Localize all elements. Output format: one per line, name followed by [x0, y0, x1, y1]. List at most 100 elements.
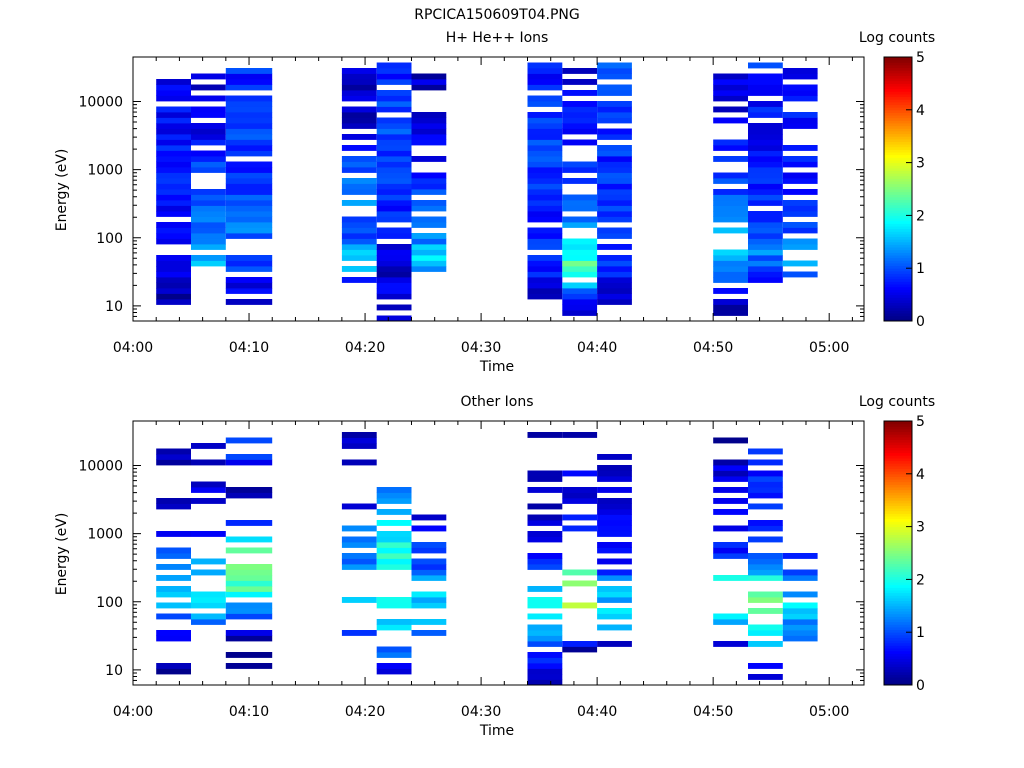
colorbar-segment	[884, 531, 912, 536]
spectrogram-cell	[713, 437, 748, 444]
spectrogram-cell	[341, 244, 377, 250]
spectrogram-cell	[713, 84, 748, 91]
spectrogram-cell	[527, 189, 563, 195]
spectrogram-cell	[411, 112, 447, 118]
spectrogram-cell	[782, 172, 818, 179]
colorbar-segment	[884, 257, 912, 261]
spectrogram-cell	[597, 454, 632, 460]
spectrogram-cell	[527, 62, 563, 69]
plot-frame	[132, 420, 865, 686]
spectrogram-cell	[156, 128, 191, 135]
spectrogram-cell	[191, 95, 226, 102]
spectrogram-cell	[225, 134, 273, 140]
spectrogram-cell	[341, 112, 377, 118]
spectrogram-cell	[748, 481, 783, 488]
spectrogram-cell	[527, 134, 563, 140]
spectrogram-cell	[562, 79, 598, 85]
spectrogram-cell	[376, 520, 412, 526]
spectrogram-cell	[411, 514, 447, 521]
spectrogram-cell	[597, 205, 632, 212]
spectrogram-cell	[376, 189, 412, 195]
spectrogram-cell	[597, 641, 632, 647]
colorbar-segment	[884, 571, 912, 575]
colorbar-segment	[884, 270, 912, 274]
spectrogram-cell	[597, 613, 632, 620]
spectrogram-cell	[191, 233, 226, 239]
x-tick-label: 04:40	[577, 340, 617, 356]
spectrogram-cell	[411, 84, 447, 91]
colorbar-frame	[883, 420, 913, 686]
spectrogram-cell	[527, 260, 563, 267]
spectrogram-cell	[748, 641, 783, 647]
colorbar-segment	[884, 123, 912, 127]
spectrogram-cell	[225, 68, 273, 74]
spectrogram-cell	[191, 569, 226, 576]
spectrogram-cell	[376, 553, 412, 559]
colorbar-segment	[884, 265, 912, 269]
spectrogram-cell	[191, 139, 226, 146]
colorbar-segment	[884, 101, 912, 106]
spectrogram-cell	[527, 602, 563, 609]
spectrogram-cell	[156, 266, 191, 272]
spectrogram-cell	[713, 613, 748, 620]
spectrogram-cell	[748, 558, 783, 565]
spectrogram-cell	[225, 200, 273, 206]
colorbar-segment	[884, 228, 912, 232]
spectrogram-cell	[782, 68, 818, 74]
spectrogram-cell	[156, 503, 191, 510]
spectrogram-cell	[191, 558, 226, 565]
spectrogram-cell	[376, 315, 412, 322]
spectrogram-cell	[411, 249, 447, 256]
colorbar-segment	[884, 574, 912, 578]
spectrogram-cell	[156, 95, 191, 102]
spectrogram-cell	[527, 244, 563, 250]
spectrogram-cell	[376, 134, 412, 140]
spectrogram-cell	[376, 255, 412, 261]
colorbar-segment	[884, 70, 912, 74]
colorbar-segment	[884, 460, 912, 464]
colorbar-tick-label: 2	[916, 208, 925, 224]
spectrogram-cell	[562, 580, 598, 587]
spectrogram-cell	[225, 167, 273, 173]
spectrogram-cell	[376, 266, 412, 272]
spectrogram-cell	[562, 101, 598, 107]
spectrogram-cell	[782, 608, 818, 614]
colorbar-segment	[884, 72, 912, 76]
spectrogram-cell	[748, 200, 783, 206]
spectrogram-cell	[748, 271, 783, 278]
spectrogram-cell	[713, 178, 748, 184]
spectrogram-cell	[597, 591, 632, 598]
spectrogram-cell	[527, 613, 563, 620]
spectrogram-cell	[597, 277, 632, 283]
spectrogram-cell	[156, 575, 191, 581]
spectrogram-cell	[156, 547, 191, 554]
spectrogram-cell	[225, 205, 273, 212]
spectrogram-cell	[597, 211, 632, 217]
spectrogram-cell	[527, 674, 563, 680]
spectrogram-cell	[527, 558, 563, 565]
spectrogram-cell	[156, 79, 191, 85]
spectrogram-cell	[191, 84, 226, 91]
spectrogram-cell	[527, 167, 563, 173]
spectrogram-cell	[411, 134, 447, 140]
colorbar-segment	[884, 516, 912, 520]
colorbar-segment	[884, 241, 912, 245]
spectrogram-cell	[341, 437, 377, 444]
spectrogram-cell	[782, 211, 818, 217]
spectrogram-cell	[713, 509, 748, 515]
spectrogram-cell	[225, 161, 273, 168]
colorbar-segment	[884, 603, 912, 607]
spectrogram-cell	[748, 591, 783, 598]
spectrogram-cell	[527, 183, 563, 190]
spectrogram-cell	[376, 211, 412, 217]
spectrogram-cell	[225, 575, 273, 581]
spectrogram-cell	[225, 101, 273, 107]
spectrogram-cell	[748, 448, 783, 455]
spectrogram-cell	[782, 84, 818, 91]
figure-title: RPCICA150609T04.PNG	[414, 7, 579, 23]
spectrogram-cell	[782, 189, 818, 195]
spectrogram-cell	[748, 73, 783, 80]
colorbar-segment	[884, 199, 912, 203]
colorbar-segment	[884, 302, 912, 306]
spectrogram-cell	[376, 145, 412, 151]
